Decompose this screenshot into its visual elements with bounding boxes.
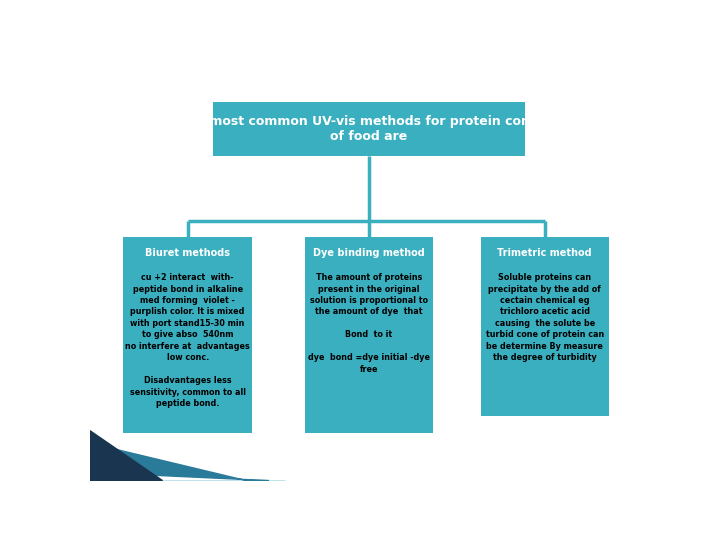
Text: Trimetric method: Trimetric method — [498, 248, 592, 258]
Text: Biuret methods: Biuret methods — [145, 248, 230, 258]
Text: Soluble proteins can
precipitate by the add of
cectain chemical eg
trichloro ace: Soluble proteins can precipitate by the … — [486, 273, 604, 362]
FancyBboxPatch shape — [124, 238, 252, 433]
Text: Dye binding method: Dye binding method — [313, 248, 425, 258]
FancyBboxPatch shape — [481, 238, 609, 416]
FancyBboxPatch shape — [213, 102, 526, 156]
Polygon shape — [90, 443, 269, 481]
FancyBboxPatch shape — [305, 238, 433, 433]
Text: The amount of proteins
present in the original
solution is proportional to
the a: The amount of proteins present in the or… — [308, 273, 430, 374]
Text: cu +2 interact  with-
peptide bond in alkaline
med forming  violet -
purplish co: cu +2 interact with- peptide bond in alk… — [125, 273, 250, 408]
Polygon shape — [90, 431, 163, 481]
Text: The most common UV-vis methods for protein content
of food are: The most common UV-vis methods for prote… — [179, 115, 559, 143]
